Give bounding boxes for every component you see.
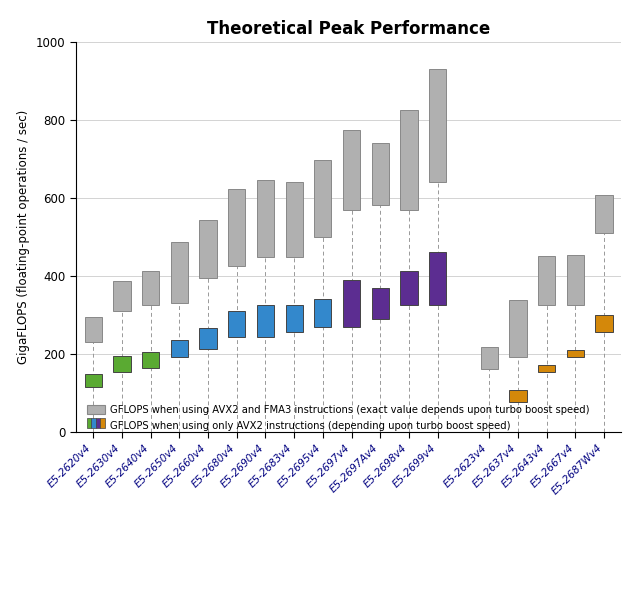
Bar	[85, 317, 102, 342]
Bar	[200, 328, 217, 349]
Bar	[285, 182, 303, 257]
Bar	[538, 256, 555, 305]
Bar	[142, 271, 159, 305]
Bar	[429, 252, 446, 305]
Bar	[567, 256, 584, 305]
Bar	[567, 350, 584, 357]
Bar	[400, 271, 418, 305]
Bar	[200, 220, 217, 278]
Bar	[171, 340, 188, 357]
Title: Theoretical Peak Performance: Theoretical Peak Performance	[207, 20, 490, 38]
Bar	[343, 130, 360, 209]
Bar	[85, 374, 102, 387]
Bar	[228, 311, 245, 337]
Bar	[113, 356, 131, 372]
Bar	[538, 365, 555, 373]
Bar	[429, 69, 446, 182]
Bar	[228, 190, 245, 266]
Legend: GFLOPS when using AVX2 and FMA3 instructions (exact value depends upon turbo boo: GFLOPS when using AVX2 and FMA3 instruct…	[86, 404, 589, 431]
Bar	[509, 390, 527, 403]
Bar	[372, 143, 389, 205]
Bar	[314, 299, 332, 327]
Bar	[509, 300, 527, 357]
Bar	[343, 280, 360, 327]
Bar	[314, 160, 332, 236]
Bar	[113, 281, 131, 311]
Bar	[171, 242, 188, 303]
Bar	[595, 315, 612, 332]
Bar	[257, 305, 274, 337]
Bar	[142, 352, 159, 368]
Bar	[481, 347, 498, 369]
Bar	[372, 289, 389, 319]
Bar	[257, 179, 274, 257]
Bar	[285, 305, 303, 332]
Bar	[400, 110, 418, 209]
Bar	[595, 195, 612, 233]
Y-axis label: GigaFLOPS (floating-point operations / sec): GigaFLOPS (floating-point operations / s…	[18, 110, 30, 364]
